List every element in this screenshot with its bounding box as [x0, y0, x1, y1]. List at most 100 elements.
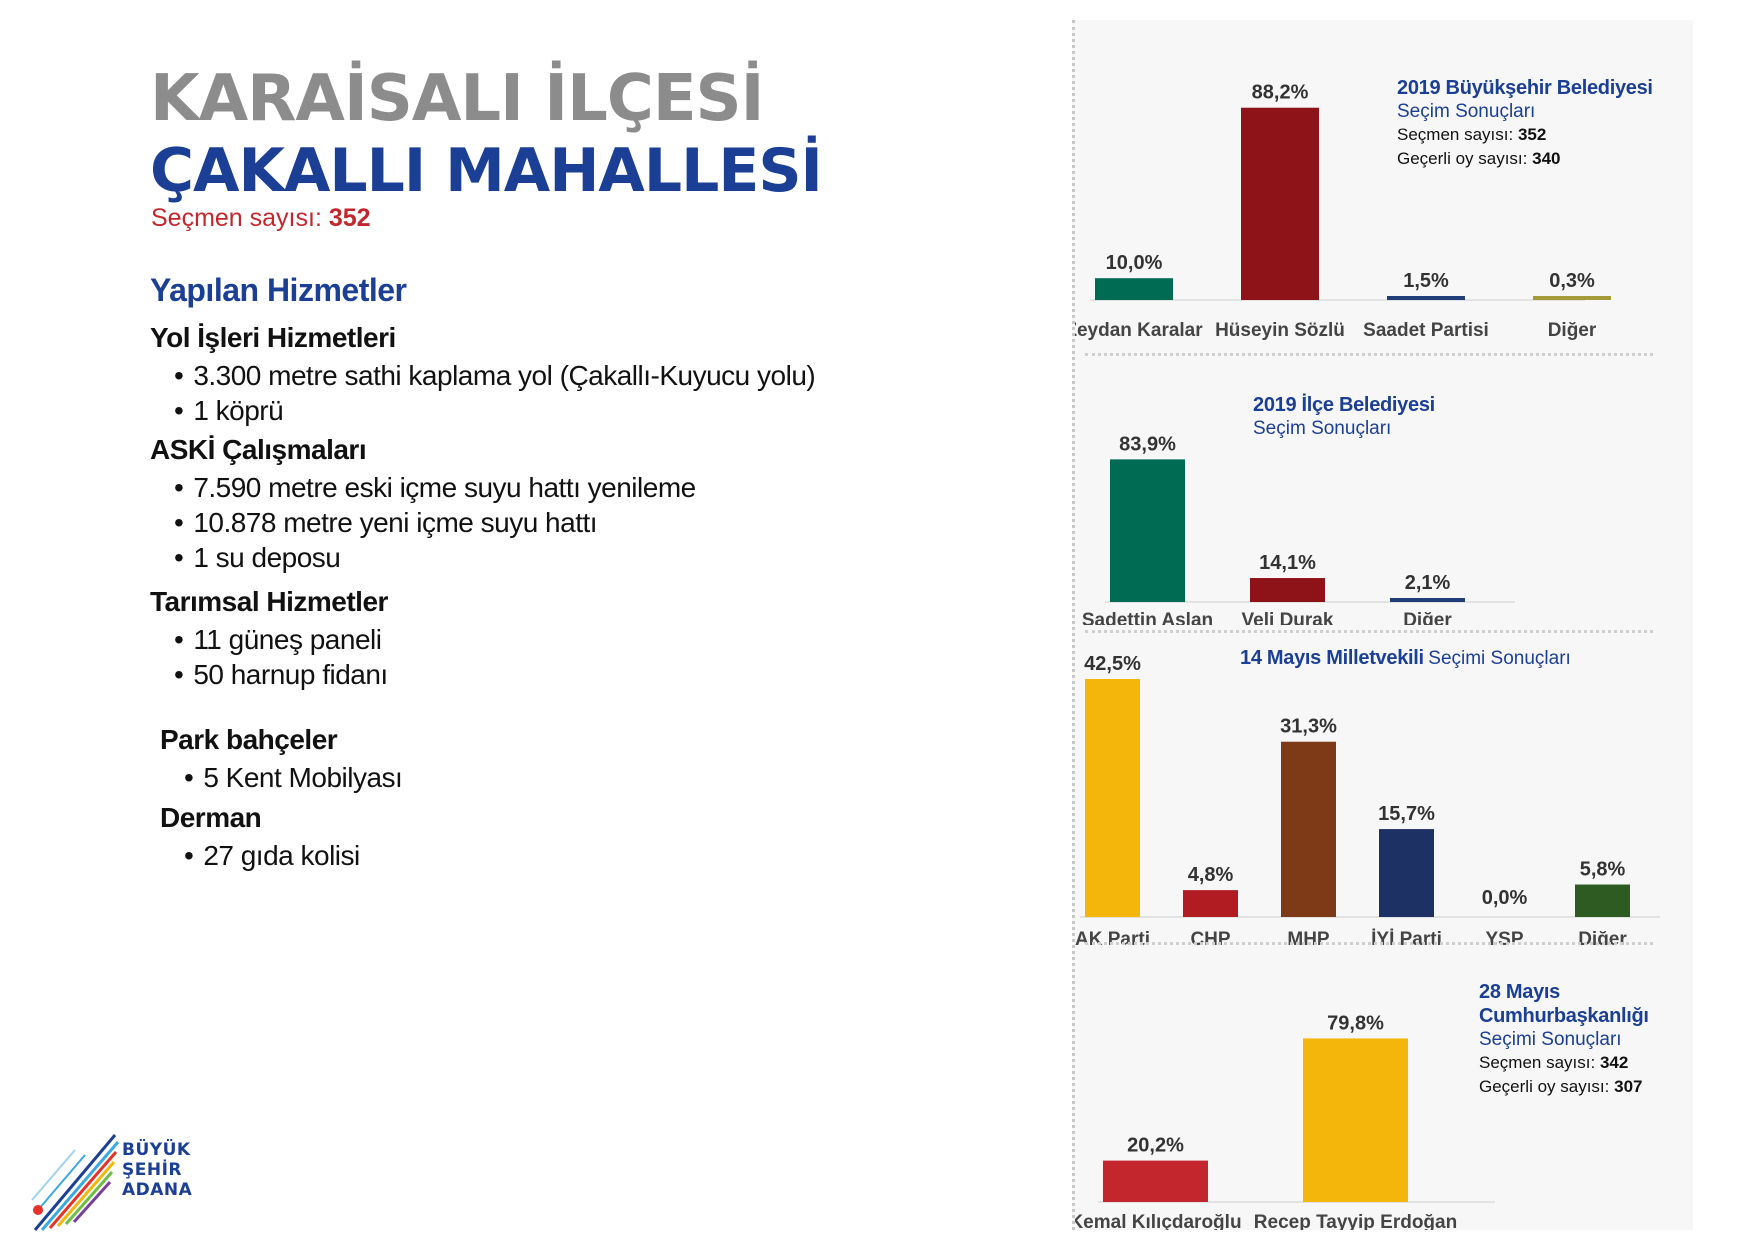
service-group-derman: Derman 27 gıda kolisi: [160, 802, 360, 873]
stat-value: 340: [1532, 149, 1561, 168]
category-label-2: MHP: [1287, 929, 1330, 945]
divider: [1085, 353, 1653, 356]
chart3-info: 28 Mayıs Cumhurbaşkanlığı Seçimi Sonuçla…: [1479, 980, 1659, 1099]
voter-count-value: 352: [328, 204, 371, 232]
stat-value: 352: [1517, 125, 1547, 144]
bar-1: [1183, 890, 1238, 917]
value-label-2: 1,5%: [1403, 270, 1449, 292]
stat-label: Geçerli oy sayısı:: [1479, 1077, 1610, 1096]
value-label-1: 14,1%: [1259, 552, 1316, 574]
service-list: 5 Kent Mobilyası: [160, 760, 403, 795]
chart0-stat-voters: Seçmen sayısı: 352: [1397, 123, 1653, 147]
chart0-stat-valid: Geçerli oy sayısı: 340: [1397, 147, 1653, 171]
category-label-2: Saadet Partisi: [1363, 320, 1489, 341]
service-group-title: ASKİ Çalışmaları: [150, 434, 367, 465]
service-group-title: Derman: [160, 802, 262, 833]
bar-1: [1303, 1038, 1408, 1202]
service-group-title: Yol İşleri Hizmetleri: [150, 322, 396, 353]
service-group-roads: Yol İşleri Hizmetleri 3.300 metre sathi …: [150, 322, 816, 428]
bar-2: [1390, 598, 1465, 602]
service-list: 11 güneş paneli 50 harnup fidanı: [150, 622, 388, 692]
bar-0: [1095, 278, 1173, 300]
logo-line-3: ADANA: [122, 1180, 193, 1200]
category-label-1: Veli Durak: [1242, 610, 1334, 625]
value-label-2: 2,1%: [1405, 572, 1451, 594]
category-label-0: Sadettin Aslan: [1082, 610, 1213, 625]
stat-label: Seçmen sayısı:: [1397, 125, 1514, 144]
value-label-5: 5,8%: [1580, 859, 1626, 881]
logo-line-1: BÜYÜK: [122, 1140, 191, 1160]
chart2-info: 14 Mayıs Milletvekili Seçimi Sonuçları: [1240, 646, 1571, 670]
left-panel: KARAİSALI İLÇESİ ÇAKALLI MAHALLESİ Seçme…: [0, 0, 1050, 1241]
service-list: 27 gıda kolisi: [160, 838, 360, 873]
chart-milletvekili-2023: 42,5% AK Parti 4,8% CHP 31,3% MHP 15,7% İYİ Par…: [1075, 653, 1660, 945]
value-label-4: 0,0%: [1482, 887, 1528, 909]
divider: [1085, 630, 1653, 633]
chart-buyuksehir-2019: 10,0% Zeydan Karalar 88,2% Hüseyin Sözlü 1,5…: [1075, 82, 1611, 341]
value-label-0: 83,9%: [1119, 433, 1176, 455]
service-group-agriculture: Tarımsal Hizmetler 11 güneş paneli 50 ha…: [150, 586, 388, 692]
service-item: 10.878 metre yeni içme suyu hattı: [174, 505, 696, 540]
chart1-title: 2019 İlçe Belediyesi: [1253, 394, 1435, 416]
category-label-1: Hüseyin Sözlü: [1215, 320, 1345, 341]
stat-value: 342: [1599, 1053, 1629, 1072]
value-label-0: 42,5%: [1084, 653, 1141, 675]
service-item: 5 Kent Mobilyası: [184, 760, 403, 795]
stat-label: Seçmen sayısı:: [1479, 1053, 1596, 1072]
category-label-0: Kemal Kılıçdaroğlu: [1075, 1212, 1242, 1230]
service-item: 3.300 metre sathi kaplama yol (Çakallı-K…: [174, 358, 815, 393]
chart-cumhurbaskanligi-2023: 20,2% Kemal Kılıçdaroğlu 79,8% Recep Tayyip…: [1075, 1012, 1495, 1230]
category-label-3: İYİ Parti: [1371, 929, 1442, 945]
chart0-title: 2019 Büyükşehir Belediyesi: [1397, 77, 1653, 99]
category-label-1: Recep Tayyip Erdoğan: [1254, 1212, 1457, 1230]
service-item: 50 harnup fidanı: [174, 657, 388, 692]
chart3-title: 28 Mayıs Cumhurbaşkanlığı: [1479, 981, 1649, 1027]
chart3-subtitle: Seçimi Sonuçları: [1479, 1029, 1622, 1050]
category-label-0: Zeydan Karalar: [1075, 320, 1203, 341]
neighborhood-title: ÇAKALLI MAHALLESİ: [150, 136, 823, 206]
category-label-2: Diğer: [1403, 610, 1452, 625]
category-label-1: CHP: [1190, 929, 1230, 945]
voter-count-label: Seçmen sayısı:: [151, 204, 322, 232]
service-group-parks: Park bahçeler 5 Kent Mobilyası: [160, 724, 403, 795]
value-label-1: 88,2%: [1252, 82, 1309, 104]
services-title: Yapılan Hizmetler: [150, 272, 407, 308]
buyuksehir-adana-logo: BÜYÜK ŞEHİR ADANA: [30, 1130, 210, 1240]
service-group-aski: ASKİ Çalışmaları 7.590 metre eski içme s…: [150, 434, 696, 575]
chart0-info: 2019 Büyükşehir Belediyesi Seçim Sonuçla…: [1397, 76, 1653, 171]
bar-1: [1250, 578, 1325, 602]
logo-stripes-icon: [31, 1134, 120, 1231]
category-label-0: AK Parti: [1075, 929, 1150, 945]
district-title: KARAİSALI İLÇESİ: [150, 62, 764, 136]
bar-5: [1575, 884, 1630, 917]
value-label-0: 20,2%: [1127, 1135, 1184, 1157]
bar-1: [1241, 107, 1319, 300]
value-label-0: 10,0%: [1106, 252, 1163, 274]
chart2-subtitle: Seçimi Sonuçları: [1428, 648, 1571, 669]
stat-label: Geçerli oy sayısı:: [1397, 149, 1528, 168]
logo-line-2: ŞEHİR: [122, 1160, 182, 1180]
value-label-3: 15,7%: [1378, 803, 1435, 825]
chart0-subtitle: Seçim Sonuçları: [1397, 101, 1536, 122]
value-label-1: 4,8%: [1188, 864, 1234, 886]
service-list: 3.300 metre sathi kaplama yol (Çakallı-K…: [150, 358, 815, 428]
value-label-3: 0,3%: [1549, 270, 1595, 292]
chart3-stat-voters: Seçmen sayısı: 342: [1479, 1051, 1659, 1075]
value-label-1: 79,8%: [1327, 1012, 1384, 1034]
voter-count-line: Seçmen sayısı: 352: [151, 204, 371, 233]
bar-0: [1085, 679, 1140, 917]
stat-value: 307: [1614, 1077, 1643, 1096]
value-label-2: 31,3%: [1280, 716, 1337, 738]
bar-3: [1379, 829, 1434, 917]
results-panel: 10,0% Zeydan Karalar 88,2% Hüseyin Sözlü 1,5…: [1072, 20, 1693, 1230]
service-item: 1 köprü: [174, 393, 815, 428]
bar-2: [1387, 296, 1465, 300]
chart-ilce-2019: 83,9% Sadettin Aslan 14,1% Veli Durak 2,1% Di…: [1082, 433, 1515, 625]
chart2-title: 14 Mayıs Milletvekili: [1240, 647, 1424, 669]
service-list: 7.590 metre eski içme suyu hattı yenilem…: [150, 470, 696, 575]
bar-0: [1103, 1160, 1208, 1202]
category-label-4: YSP: [1485, 929, 1523, 945]
chart1-subtitle: Seçim Sonuçları: [1253, 418, 1392, 439]
service-item: 27 gıda kolisi: [184, 838, 360, 873]
divider: [1085, 942, 1653, 945]
